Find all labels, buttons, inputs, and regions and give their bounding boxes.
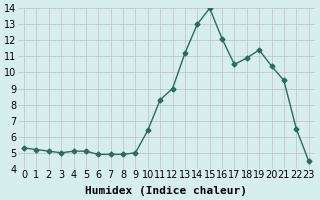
- X-axis label: Humidex (Indice chaleur): Humidex (Indice chaleur): [85, 186, 247, 196]
